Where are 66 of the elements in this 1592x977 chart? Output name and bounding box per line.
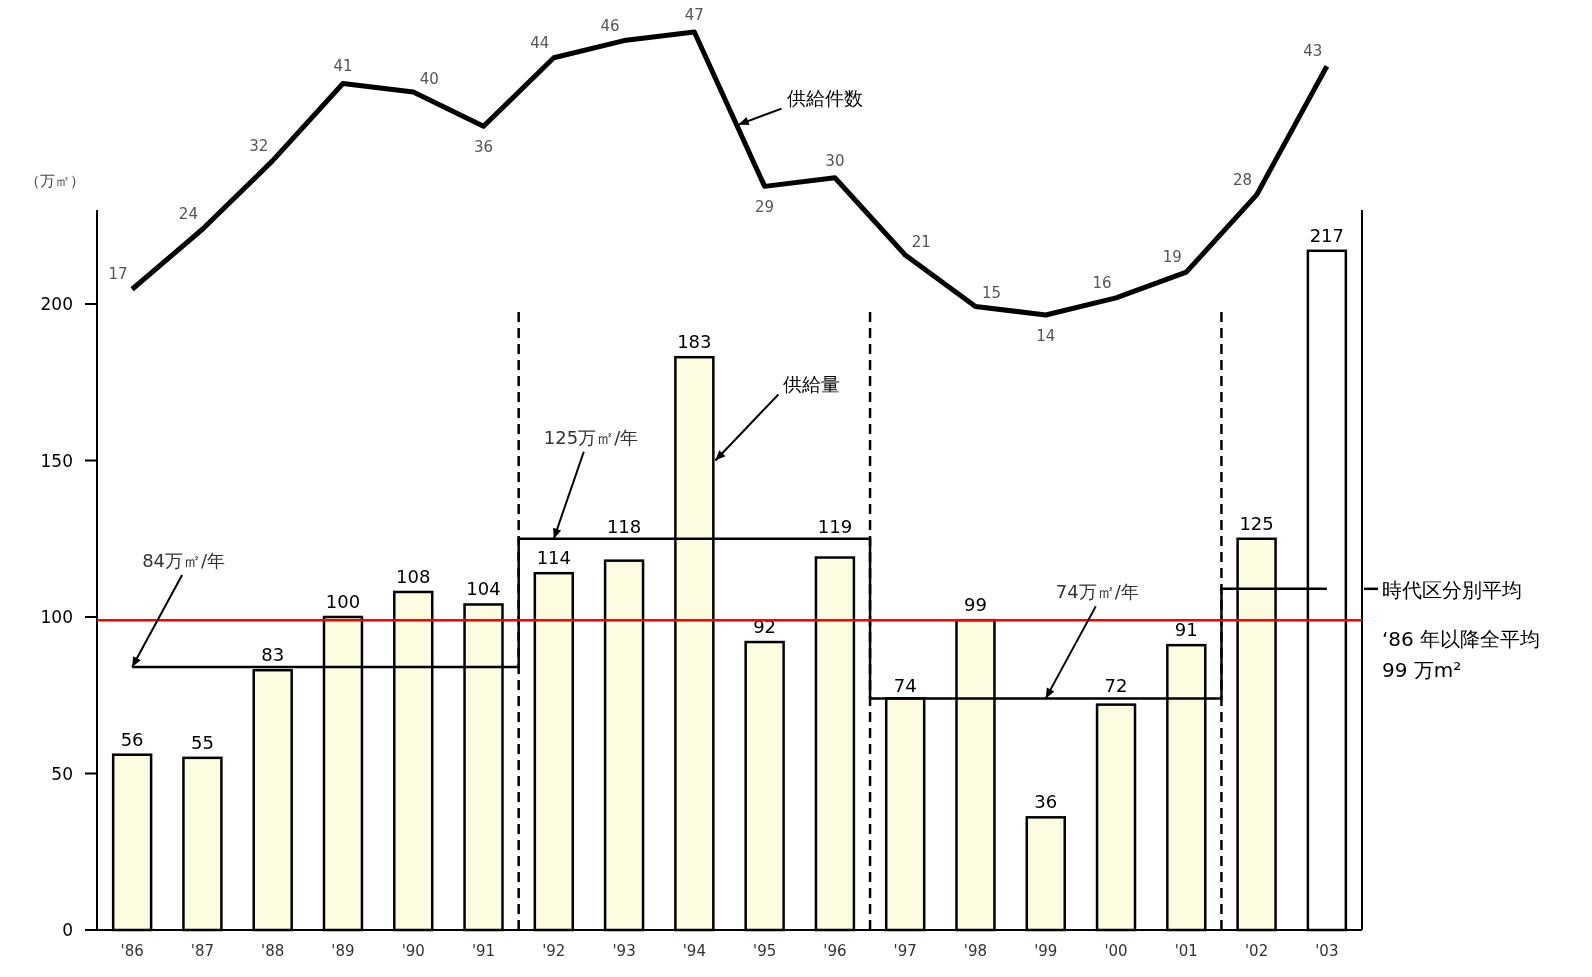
data-label: 36 (473, 138, 494, 157)
annotation: 125万㎡/年 (543, 426, 639, 448)
data-label: 104 (466, 578, 501, 600)
data-label: 14 (1036, 327, 1056, 345)
x-tick-label: '00 (1104, 942, 1128, 960)
data-label: 41 (333, 57, 353, 76)
data-label: 15 (981, 284, 1002, 303)
data-label: 56 (120, 728, 144, 750)
x-tick-label: '88 (261, 942, 285, 960)
annotation: 84万㎡/年 (142, 550, 226, 572)
data-label: 108 (396, 565, 431, 587)
y-tick-label: 200 (40, 294, 73, 314)
y-axis-title: （万㎡） (25, 172, 85, 191)
data-label: 36 (1034, 791, 1058, 813)
y-tick-label: 0 (62, 920, 73, 940)
x-tick-label: '95 (753, 942, 777, 960)
data-label: 91 (1174, 619, 1198, 641)
x-tick-label: '98 (963, 942, 988, 960)
x-tick-label: '90 (401, 942, 425, 960)
data-label: 46 (600, 16, 620, 35)
data-label: 40 (419, 70, 439, 89)
data-label: 125 (1239, 512, 1274, 534)
data-label: 217 (1309, 224, 1345, 246)
text: 供給量 (783, 372, 841, 395)
data-label: 83 (261, 644, 285, 666)
x-tick-label: '93 (612, 942, 636, 960)
x-tick-label: '91 (471, 942, 496, 960)
data-label: 29 (755, 198, 775, 217)
data-label: 16 (1092, 273, 1112, 292)
x-tick-label: '99 (1034, 942, 1058, 960)
data-label: 74 (893, 675, 917, 697)
x-tick-label: '86 (120, 942, 144, 960)
data-label: 24 (178, 205, 198, 224)
data-label: 72 (1104, 675, 1128, 697)
data-label: 43 (1303, 42, 1323, 61)
data-label: 28 (1233, 170, 1253, 189)
data-label: 17 (108, 265, 128, 284)
y-tick-label: 100 (40, 607, 73, 627)
data-label: 99 (964, 594, 987, 616)
data-label: 44 (530, 33, 550, 52)
x-tick-label: '02 (1244, 942, 1269, 960)
data-label: 119 (817, 515, 853, 537)
ref-line-label: ‘86 年以降全平均 99 万m² (1382, 627, 1541, 683)
data-label: 47 (684, 6, 704, 24)
data-label: 30 (825, 151, 845, 170)
annotation: 74万㎡/年 (1055, 581, 1139, 603)
data-label: 19 (1162, 248, 1182, 267)
data-label: 118 (606, 515, 642, 537)
x-tick-label: '03 (1315, 942, 1339, 960)
x-tick-label: '94 (682, 942, 706, 960)
x-tick-label: '01 (1174, 942, 1198, 960)
x-tick-label: '92 (542, 942, 566, 960)
data-label: 100 (325, 591, 361, 612)
y-tick-label: 50 (51, 763, 73, 784)
text: 供給件数 (786, 86, 863, 109)
data-label: 55 (190, 731, 214, 753)
data-label: 32 (249, 136, 269, 155)
legend: 時代区分別平均 (1364, 577, 1522, 602)
x-tick-label: '97 (893, 942, 917, 960)
x-tick-label: '87 (190, 942, 215, 960)
data-label: 21 (911, 232, 931, 251)
x-tick-label: '89 (331, 942, 355, 960)
x-tick-label: '96 (823, 942, 847, 960)
y-tick-label: 150 (40, 450, 73, 471)
data-label: 183 (677, 331, 712, 353)
data-label: 114 (536, 547, 571, 569)
